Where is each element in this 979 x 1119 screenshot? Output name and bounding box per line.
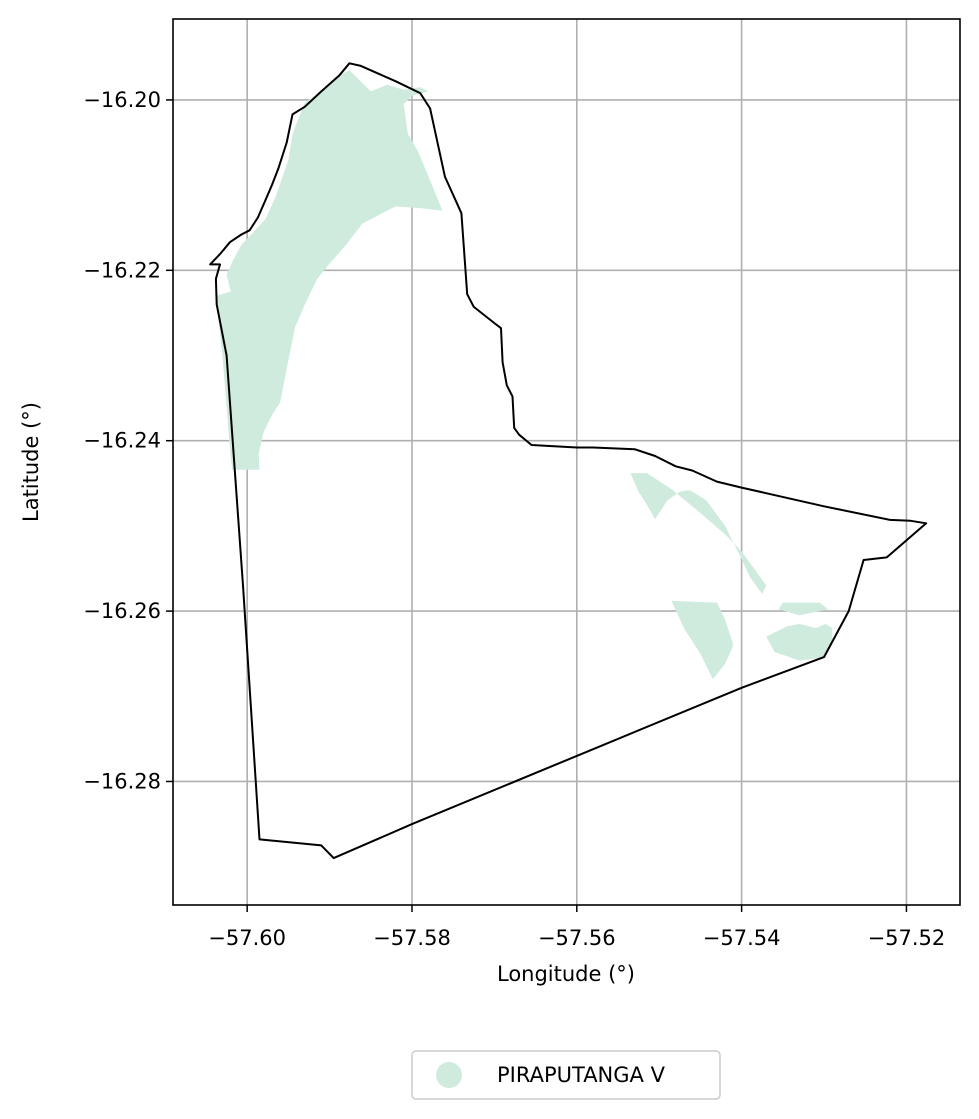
y-axis-label: Latitude (°) (19, 402, 43, 522)
piraputanga-v-polygon (630, 473, 767, 594)
boundary-outline (209, 62, 928, 860)
piraputanga-v-polygon (671, 600, 734, 680)
x-ticks: −57.60 −57.58 −57.56 −57.54 −57.52 (208, 905, 945, 950)
y-ticks: −16.20 −16.22 −16.24 −16.26 −16.28 (83, 88, 173, 793)
y-tick-label: −16.28 (83, 769, 161, 793)
piraputanga-v-areas (215, 70, 833, 680)
y-tick-label: −16.20 (83, 88, 161, 112)
x-tick-label: −57.56 (538, 926, 616, 950)
axes-frame (172, 18, 961, 906)
y-tick-label: −16.22 (83, 258, 161, 282)
piraputanga-v-polygon (778, 602, 829, 616)
x-tick-label: −57.52 (868, 926, 946, 950)
y-tick-label: −16.24 (83, 429, 161, 453)
piraputanga-v-polygon (215, 70, 443, 470)
legend-swatch (436, 1062, 462, 1088)
x-tick-label: −57.54 (703, 926, 781, 950)
piraputanga-v-polygon (766, 623, 833, 661)
legend-label: PIRAPUTANGA V (497, 1063, 666, 1087)
study-area-boundary (209, 62, 928, 860)
x-tick-label: −57.58 (373, 926, 451, 950)
y-tick-label: −16.26 (83, 599, 161, 623)
x-axis-label: Longitude (°) (497, 962, 635, 986)
legend: PIRAPUTANGA V (411, 1050, 721, 1100)
legend-frame (411, 1050, 721, 1100)
x-tick-label: −57.60 (208, 926, 286, 950)
